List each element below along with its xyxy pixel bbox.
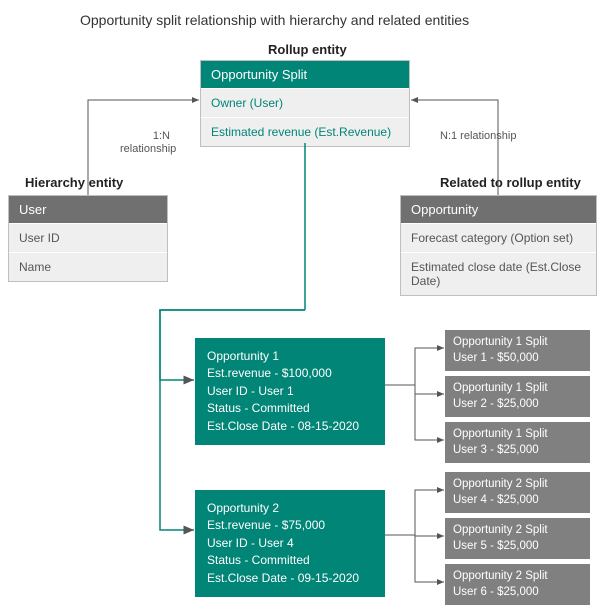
- opp2-status: Status - Committed: [207, 552, 373, 569]
- related-field-close: Estimated close date (Est.Close Date): [401, 252, 596, 295]
- opp2-user: User ID - User 4: [207, 535, 373, 552]
- opp2-name: Opportunity 2: [207, 500, 373, 517]
- rollup-label: Rollup entity: [268, 42, 347, 57]
- rel-n1-label: N:1 relationship: [440, 130, 516, 143]
- opp2-revenue: Est.revenue - $75,000: [207, 517, 373, 534]
- hierarchy-field-userid: User ID: [9, 223, 167, 252]
- rollup-field-owner: Owner (User): [201, 88, 409, 117]
- hierarchy-header: User: [9, 196, 167, 223]
- rollup-header: Opportunity Split: [201, 61, 409, 88]
- opp1-split-2: Opportunity 1 Split User 2 - $25,000: [445, 376, 590, 417]
- opp1-name: Opportunity 1: [207, 348, 373, 365]
- opp1-close: Est.Close Date - 08-15-2020: [207, 418, 373, 435]
- rollup-field-revenue: Estimated revenue (Est.Revenue): [201, 117, 409, 146]
- opportunity-2: Opportunity 2 Est.revenue - $75,000 User…: [195, 490, 385, 597]
- opp1-status: Status - Committed: [207, 400, 373, 417]
- rollup-entity: Opportunity Split Owner (User) Estimated…: [200, 60, 410, 147]
- opp2-split-1: Opportunity 2 Split User 4 - $25,000: [445, 472, 590, 513]
- diagram-title: Opportunity split relationship with hier…: [80, 12, 469, 28]
- related-field-forecast: Forecast category (Option set): [401, 223, 596, 252]
- opp2-split-2: Opportunity 2 Split User 5 - $25,000: [445, 518, 590, 559]
- rel-1n-label: 1:N relationship: [120, 130, 170, 156]
- related-header: Opportunity: [401, 196, 596, 223]
- hierarchy-entity: User User ID Name: [8, 195, 168, 282]
- related-entity: Opportunity Forecast category (Option se…: [400, 195, 597, 296]
- hierarchy-field-name: Name: [9, 252, 167, 281]
- related-label: Related to rollup entity: [440, 175, 581, 190]
- opp1-split-3: Opportunity 1 Split User 3 - $25,000: [445, 422, 590, 463]
- hierarchy-label: Hierarchy entity: [25, 175, 123, 190]
- opportunity-1: Opportunity 1 Est.revenue - $100,000 Use…: [195, 338, 385, 445]
- opp2-split-3: Opportunity 2 Split User 6 - $25,000: [445, 564, 590, 605]
- opp1-split-1: Opportunity 1 Split User 1 - $50,000: [445, 330, 590, 371]
- opp1-user: User ID - User 1: [207, 383, 373, 400]
- opp1-revenue: Est.revenue - $100,000: [207, 365, 373, 382]
- opp2-close: Est.Close Date - 09-15-2020: [207, 570, 373, 587]
